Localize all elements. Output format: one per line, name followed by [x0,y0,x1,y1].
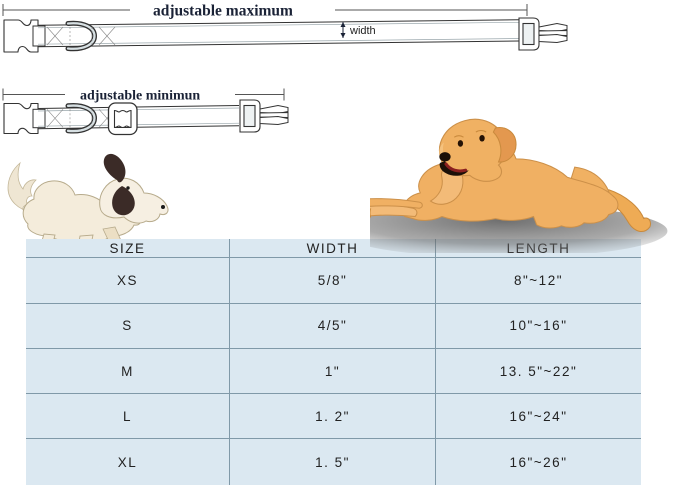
svg-text:adjustable minimun: adjustable minimun [80,89,200,104]
svg-text:adjustable maximum: adjustable maximum [153,3,293,20]
svg-text:width: width [349,25,376,37]
